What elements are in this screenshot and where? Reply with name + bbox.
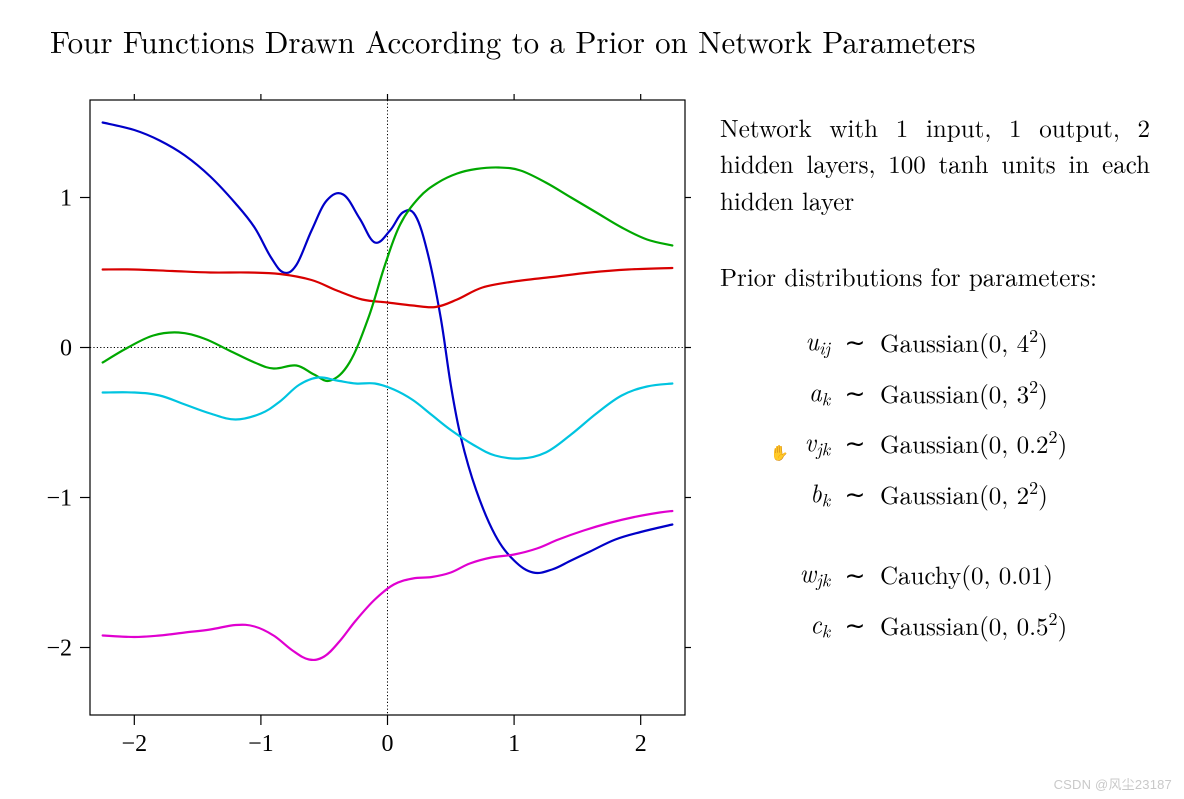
network-description: Network with 1 input, 1 output, 2 hidden… [720, 110, 1150, 219]
xtick-label: −1 [248, 731, 274, 757]
tilde: ∼ [830, 418, 880, 469]
ytick-label: −2 [46, 636, 72, 662]
tilde: ∼ [830, 469, 880, 520]
priors-heading: Prior distributions for parameters: [720, 259, 1150, 295]
prior-row: ak∼Gaussian(0, 32) [720, 368, 1150, 419]
prior-distribution: Gaussian(0, 42) [880, 317, 1150, 368]
prior-distribution: Cauchy(0, 0.01) [880, 549, 1150, 600]
ytick-label: 0 [60, 336, 72, 362]
right-column: Network with 1 input, 1 output, 2 hidden… [720, 110, 1150, 651]
priors-table: uij∼Gaussian(0, 42)ak∼Gaussian(0, 32)vjk… [720, 317, 1150, 651]
xtick-label: 0 [382, 731, 394, 757]
prior-distribution: Gaussian(0, 0.52) [880, 600, 1150, 651]
tilde: ∼ [830, 317, 880, 368]
prior-symbol: ck [720, 600, 830, 651]
plot-container: −2 −1 0 1 2 −2 −1 0 1 [40, 85, 700, 765]
prior-symbol: bk [720, 469, 830, 520]
prior-row: wjk∼Cauchy(0, 0.01) [720, 549, 1150, 600]
xtick-label: 1 [508, 731, 520, 757]
prior-distribution: Gaussian(0, 32) [880, 368, 1150, 419]
page-root: Four Functions Drawn According to a Prio… [0, 0, 1184, 799]
watermark-text: CSDN @风尘23187 [1054, 774, 1172, 793]
prior-row: ck∼Gaussian(0, 0.52) [720, 600, 1150, 651]
prior-symbol: vjk [720, 418, 830, 469]
xtick-label: 2 [635, 731, 647, 757]
prior-distribution: Gaussian(0, 22) [880, 469, 1150, 520]
prior-symbol: wjk [720, 549, 830, 600]
prior-distribution: Gaussian(0, 0.22) [880, 418, 1150, 469]
prior-symbol: uij [720, 317, 830, 368]
prior-symbol: ak [720, 368, 830, 419]
ytick-label: −1 [46, 486, 72, 512]
xtick-label: −2 [122, 731, 148, 757]
prior-row: uij∼Gaussian(0, 42) [720, 317, 1150, 368]
page-title: Four Functions Drawn According to a Prio… [50, 18, 1154, 62]
tilde: ∼ [830, 600, 880, 651]
prior-row: vjk∼Gaussian(0, 0.22) [720, 418, 1150, 469]
prior-row: bk∼Gaussian(0, 22) [720, 469, 1150, 520]
functions-chart: −2 −1 0 1 2 −2 −1 0 1 [40, 85, 700, 765]
ytick-label: 1 [60, 186, 72, 212]
tilde: ∼ [830, 549, 880, 600]
tilde: ∼ [830, 368, 880, 419]
